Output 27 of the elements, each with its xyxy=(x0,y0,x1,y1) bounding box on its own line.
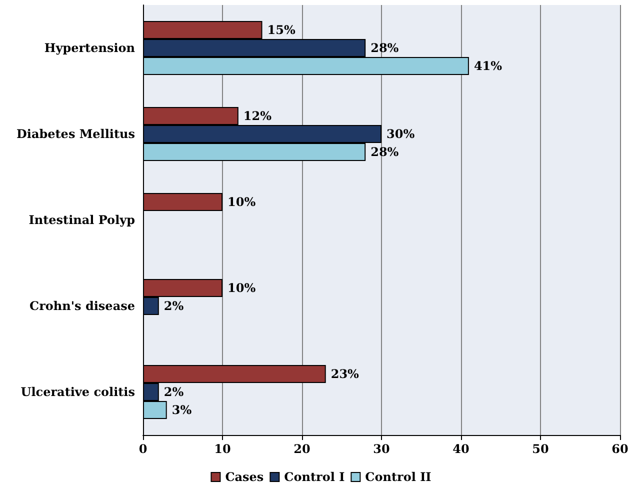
data-label: 2% xyxy=(164,299,184,313)
y-tick-label: Ulcerative colitis xyxy=(20,385,136,399)
data-label: 10% xyxy=(228,195,256,209)
data-label: 15% xyxy=(267,23,296,37)
y-tick-label: Hypertension xyxy=(44,41,136,55)
x-tick-label: 20 xyxy=(294,442,310,456)
x-tick-label: 60 xyxy=(612,442,628,456)
y-tick-label: Crohn's disease xyxy=(30,299,136,313)
data-label: 3% xyxy=(172,403,192,417)
data-label: 12% xyxy=(243,109,272,123)
data-label: 23% xyxy=(330,367,360,381)
data-label: 28% xyxy=(370,145,400,159)
legend-label: Cases xyxy=(225,470,264,484)
y-tick-label: Diabetes Mellitus xyxy=(16,127,136,141)
x-tick-label: 0 xyxy=(138,442,148,456)
x-tick-label: 50 xyxy=(532,442,549,456)
data-label: 2% xyxy=(164,385,184,399)
y-tick-label: Intestinal Polyp xyxy=(28,213,135,227)
data-label: 10% xyxy=(228,281,256,295)
x-tick-label: 30 xyxy=(373,442,390,456)
data-label: 28% xyxy=(370,41,400,55)
x-tick-label: 10 xyxy=(214,442,231,456)
x-tick-label: 40 xyxy=(452,442,470,456)
data-label: 41% xyxy=(474,59,503,73)
legend-label: Control II xyxy=(365,470,432,484)
data-label: 30% xyxy=(386,127,416,141)
legend-label: Control I xyxy=(284,470,346,484)
